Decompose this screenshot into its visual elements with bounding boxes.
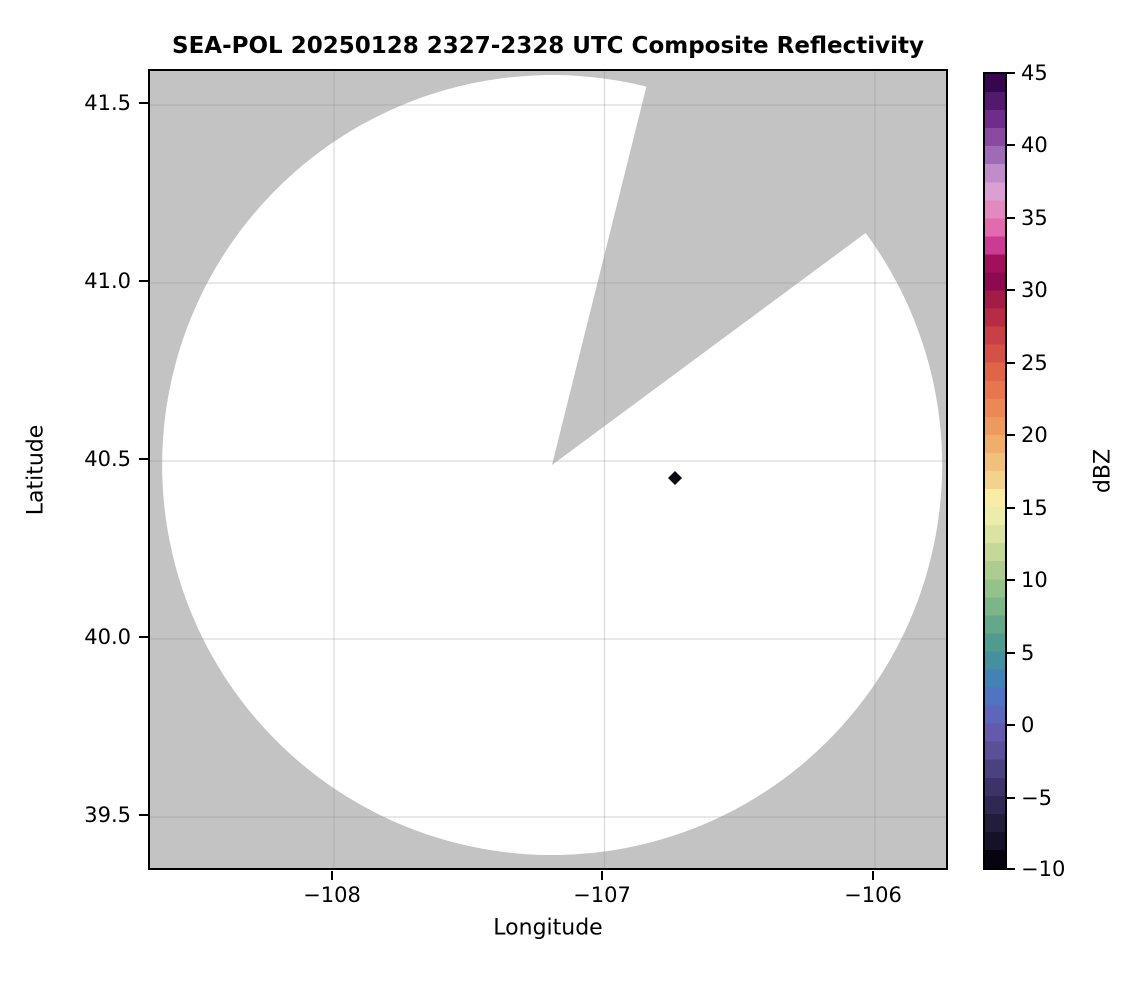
colorbar — [983, 72, 1007, 870]
chart-title: SEA-POL 20250128 2327-2328 UTC Composite… — [172, 33, 924, 59]
x-tick-label--108: −108 — [303, 883, 361, 907]
y-tick-mark-40.0 — [139, 636, 148, 638]
cbar-tick-mark-40 — [1007, 144, 1015, 146]
cbar-tick-mark-25 — [1007, 362, 1015, 364]
cbar-tick-label-30: 30 — [1021, 278, 1048, 302]
cbar-tick-label-25: 25 — [1021, 351, 1048, 375]
y-tick-mark-41.0 — [139, 280, 148, 282]
y-tick-mark-39.5 — [139, 814, 148, 816]
cbar-tick-label-15: 15 — [1021, 496, 1048, 520]
coverage-region — [162, 75, 943, 856]
colorbar-label: dBZ — [1090, 448, 1116, 494]
x-tick-mark--108 — [331, 871, 333, 880]
cbar-tick-label-45: 45 — [1021, 61, 1048, 85]
cbar-tick-mark-45 — [1007, 72, 1015, 74]
y-tick-label-41.0: 41.0 — [84, 269, 131, 293]
radar-coverage-svg — [150, 71, 946, 868]
y-tick-label-41.5: 41.5 — [84, 91, 131, 115]
x-axis-label: Longitude — [493, 915, 603, 941]
cbar-tick-label-35: 35 — [1021, 206, 1048, 230]
cbar-tick-mark-20 — [1007, 434, 1015, 436]
cbar-tick-label-20: 20 — [1021, 423, 1048, 447]
cbar-tick-label--10: −10 — [1021, 857, 1066, 881]
x-tick-mark--107 — [601, 871, 603, 880]
cbar-tick-label--5: −5 — [1021, 786, 1052, 810]
cbar-tick-mark-10 — [1007, 579, 1015, 581]
cbar-tick-label-0: 0 — [1021, 713, 1035, 737]
x-tick-mark--106 — [872, 871, 874, 880]
y-tick-mark-40.5 — [139, 458, 148, 460]
x-tick-label--107: −107 — [573, 883, 631, 907]
cbar-tick-mark--5 — [1007, 797, 1015, 799]
cbar-tick-mark-35 — [1007, 217, 1015, 219]
x-tick-label--106: −106 — [844, 883, 902, 907]
y-tick-mark-41.5 — [139, 102, 148, 104]
echo-point — [668, 471, 682, 485]
grid-lines — [150, 71, 946, 868]
y-tick-label-40.5: 40.5 — [84, 447, 131, 471]
cbar-tick-mark-30 — [1007, 289, 1015, 291]
cbar-tick-mark-15 — [1007, 507, 1015, 509]
y-tick-label-40.0: 40.0 — [84, 625, 131, 649]
plot-area — [148, 69, 948, 870]
y-tick-label-39.5: 39.5 — [84, 803, 131, 827]
cbar-tick-label-40: 40 — [1021, 133, 1048, 157]
cbar-tick-mark--10 — [1007, 868, 1015, 870]
cbar-tick-mark-5 — [1007, 652, 1015, 654]
cbar-tick-label-5: 5 — [1021, 641, 1035, 665]
cbar-tick-mark-0 — [1007, 724, 1015, 726]
y-axis-label: Latitude — [23, 424, 49, 516]
colorbar-gradient — [985, 74, 1005, 868]
cbar-tick-label-10: 10 — [1021, 568, 1048, 592]
